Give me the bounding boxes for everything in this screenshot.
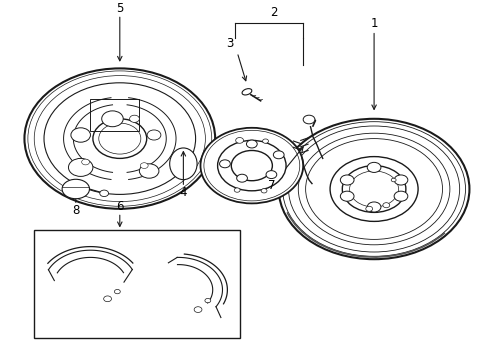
Circle shape (102, 111, 123, 127)
Circle shape (235, 138, 243, 143)
Text: 3: 3 (225, 37, 233, 50)
Ellipse shape (62, 179, 89, 199)
Circle shape (93, 119, 146, 158)
Circle shape (147, 130, 161, 140)
Circle shape (100, 190, 108, 197)
Text: 7: 7 (267, 179, 275, 192)
Ellipse shape (242, 89, 251, 95)
Circle shape (236, 174, 247, 182)
Circle shape (103, 296, 111, 302)
Circle shape (329, 157, 417, 221)
Text: 4: 4 (179, 186, 187, 199)
Circle shape (68, 158, 93, 176)
Ellipse shape (169, 148, 197, 180)
Circle shape (194, 307, 202, 312)
Circle shape (340, 191, 353, 201)
Text: 1: 1 (369, 17, 377, 30)
Circle shape (28, 71, 211, 206)
Circle shape (366, 162, 380, 172)
Circle shape (99, 123, 141, 154)
Circle shape (219, 160, 230, 168)
Circle shape (34, 76, 205, 202)
Circle shape (366, 202, 380, 212)
Circle shape (298, 133, 449, 245)
Circle shape (261, 189, 266, 193)
Circle shape (365, 206, 372, 211)
Circle shape (71, 128, 90, 142)
Circle shape (129, 115, 139, 122)
Text: 5: 5 (116, 3, 123, 15)
Circle shape (246, 140, 257, 148)
Text: 8: 8 (72, 204, 80, 217)
Circle shape (204, 298, 210, 303)
Bar (34, 230, 239, 338)
Circle shape (139, 164, 159, 178)
Circle shape (303, 115, 314, 124)
Text: 6: 6 (116, 201, 123, 213)
Circle shape (262, 139, 268, 143)
Circle shape (265, 171, 276, 179)
Text: 2: 2 (269, 6, 277, 19)
Circle shape (393, 191, 407, 201)
Circle shape (382, 203, 389, 208)
Circle shape (349, 171, 398, 207)
Circle shape (273, 151, 284, 159)
Circle shape (200, 128, 303, 203)
Circle shape (81, 159, 89, 165)
Circle shape (288, 126, 459, 252)
Circle shape (140, 163, 148, 168)
Circle shape (217, 140, 285, 191)
Circle shape (390, 178, 395, 182)
Circle shape (231, 150, 272, 181)
Circle shape (282, 122, 465, 256)
Circle shape (278, 119, 468, 259)
Circle shape (305, 139, 442, 239)
Circle shape (342, 166, 405, 212)
Circle shape (340, 175, 353, 185)
Circle shape (24, 68, 215, 209)
Circle shape (203, 130, 299, 201)
Circle shape (114, 289, 120, 294)
Circle shape (393, 175, 407, 185)
Bar (90, 99, 139, 131)
Circle shape (234, 188, 240, 192)
Circle shape (44, 83, 195, 194)
